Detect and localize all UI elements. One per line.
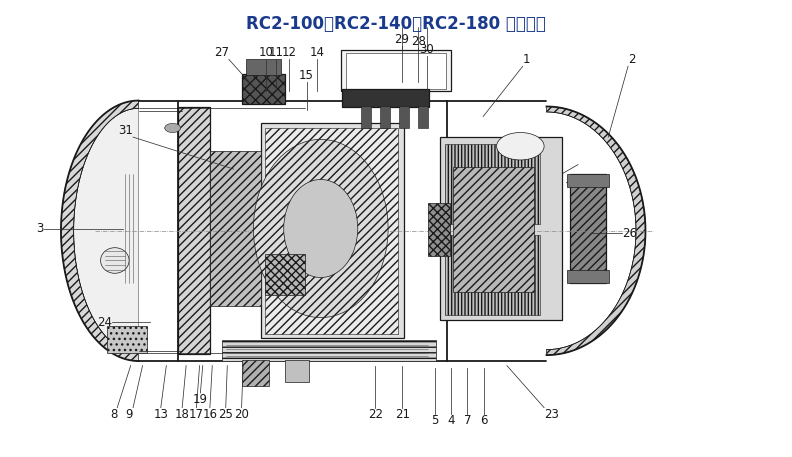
Bar <box>342 89 429 107</box>
Bar <box>567 270 609 283</box>
Bar <box>242 360 269 386</box>
Bar <box>246 59 281 75</box>
Bar <box>453 167 534 292</box>
Bar <box>361 106 371 128</box>
Ellipse shape <box>253 139 388 318</box>
Text: 10: 10 <box>259 47 273 59</box>
Text: 18: 18 <box>175 408 189 420</box>
Bar <box>380 106 390 128</box>
Text: 26: 26 <box>622 227 637 239</box>
Text: 23: 23 <box>544 408 559 420</box>
Bar <box>265 128 398 334</box>
Bar <box>428 203 450 256</box>
Text: 8: 8 <box>110 408 117 420</box>
Text: 7: 7 <box>463 414 471 426</box>
Ellipse shape <box>165 123 181 133</box>
Text: 15: 15 <box>299 69 314 82</box>
Bar <box>261 123 404 338</box>
Polygon shape <box>61 101 139 361</box>
Bar <box>346 53 446 89</box>
Text: 24: 24 <box>97 316 112 329</box>
Bar <box>222 340 436 361</box>
Bar <box>567 174 609 187</box>
Text: 22: 22 <box>368 408 383 420</box>
Bar <box>440 137 562 320</box>
Polygon shape <box>546 106 645 355</box>
Text: 9: 9 <box>126 408 133 420</box>
Bar <box>285 360 309 382</box>
Text: 30: 30 <box>420 43 434 56</box>
Bar <box>341 50 451 91</box>
Ellipse shape <box>497 133 544 160</box>
Ellipse shape <box>101 248 129 273</box>
Text: 12: 12 <box>282 47 296 59</box>
Text: 27: 27 <box>214 47 229 59</box>
Text: 6: 6 <box>480 414 488 426</box>
Text: 19: 19 <box>193 393 208 406</box>
Text: 16: 16 <box>203 408 217 420</box>
Text: 11: 11 <box>269 47 284 59</box>
Text: 29: 29 <box>394 33 409 46</box>
Text: 14: 14 <box>310 47 324 59</box>
Text: 2: 2 <box>628 53 635 66</box>
Bar <box>399 106 409 128</box>
Bar <box>418 106 428 128</box>
Text: 20: 20 <box>234 408 249 420</box>
Bar <box>242 74 285 104</box>
Ellipse shape <box>284 180 358 277</box>
Text: 13: 13 <box>154 408 168 420</box>
Polygon shape <box>74 108 139 353</box>
Bar <box>445 235 540 315</box>
Text: 5: 5 <box>431 414 439 426</box>
Text: 28: 28 <box>411 35 425 48</box>
Bar <box>210 151 261 306</box>
Bar <box>265 254 305 295</box>
Bar <box>445 144 540 224</box>
Text: 25: 25 <box>219 408 233 420</box>
Text: 31: 31 <box>118 124 133 137</box>
Text: 4: 4 <box>447 414 455 426</box>
Text: 3: 3 <box>36 222 44 235</box>
Bar <box>178 107 210 354</box>
Text: 1: 1 <box>523 53 530 66</box>
Text: RC2-100，RC2-140，RC2-180 內部結構: RC2-100，RC2-140，RC2-180 內部結構 <box>246 15 546 32</box>
Bar <box>570 174 606 283</box>
Bar <box>107 326 147 353</box>
Text: 21: 21 <box>395 408 409 420</box>
Text: 17: 17 <box>189 408 204 420</box>
